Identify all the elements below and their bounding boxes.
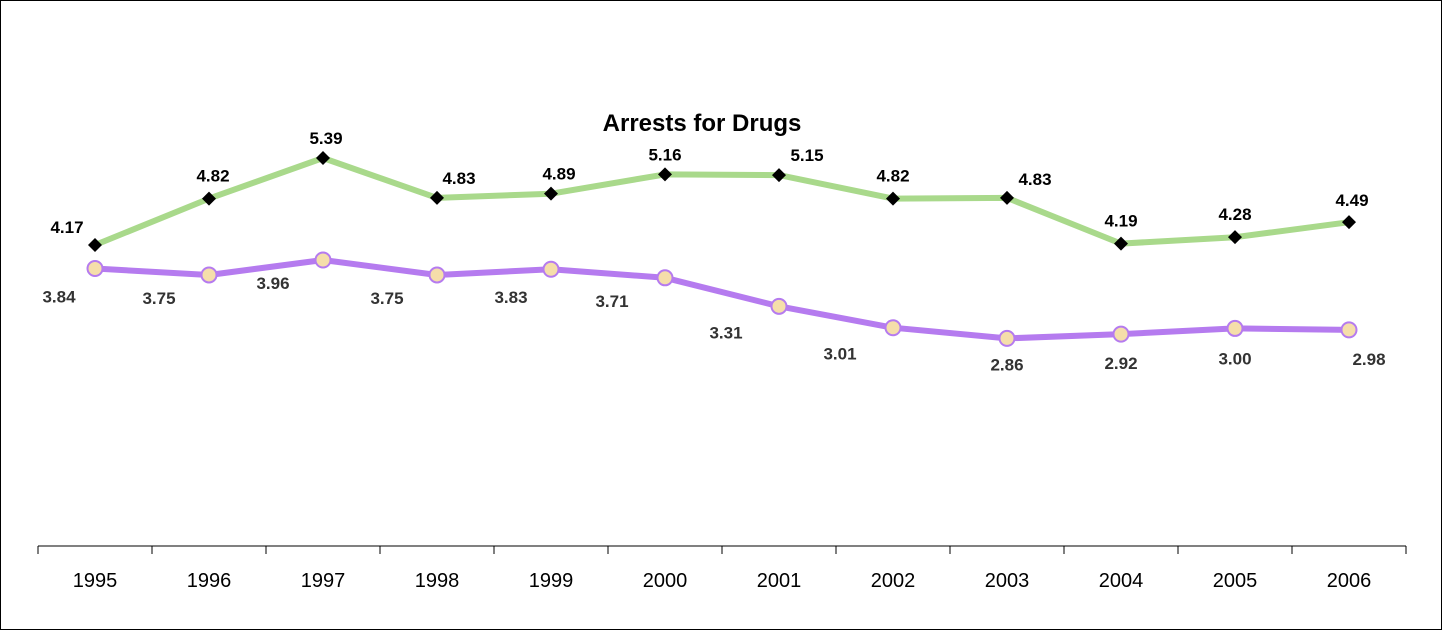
x-tick-label: 1999 bbox=[529, 570, 574, 592]
data-label: 4.49 bbox=[1335, 191, 1368, 210]
x-tick-label: 2000 bbox=[643, 570, 688, 592]
diamond-marker bbox=[772, 168, 786, 183]
diamond-marker bbox=[88, 238, 102, 252]
circle-marker bbox=[428, 266, 446, 284]
x-tick-label: 1996 bbox=[187, 570, 232, 592]
x-tick-label: 2006 bbox=[1327, 570, 1372, 592]
circle-marker bbox=[1340, 321, 1358, 339]
data-label: 4.19 bbox=[1104, 212, 1137, 231]
x-axis: 1995 1996 1997 1998 1999 2000 2001 2002 2003 2004… bbox=[37, 545, 1407, 592]
data-label: 5.15 bbox=[790, 146, 823, 165]
data-label: 3.75 bbox=[142, 289, 175, 308]
data-label: 2.98 bbox=[1352, 350, 1385, 369]
circle-marker bbox=[656, 269, 674, 287]
x-tick-label: 1995 bbox=[73, 570, 118, 592]
data-label: 3.83 bbox=[494, 288, 527, 307]
diamond-marker bbox=[316, 151, 330, 165]
series-line bbox=[92, 257, 1352, 342]
x-tick-label: 2005 bbox=[1213, 570, 1258, 592]
x-tick-label: 2001 bbox=[757, 570, 802, 592]
x-tick-label: 2002 bbox=[871, 570, 916, 592]
circle-marker bbox=[1112, 325, 1130, 343]
x-tick-label: 1997 bbox=[301, 570, 346, 592]
data-label: 3.71 bbox=[595, 292, 628, 311]
circle-marker bbox=[884, 319, 902, 337]
data-label: 3.84 bbox=[42, 288, 76, 307]
data-label: 5.39 bbox=[309, 129, 342, 148]
data-label: 4.82 bbox=[876, 167, 909, 186]
circle-marker bbox=[86, 260, 104, 278]
circle-marker bbox=[200, 266, 218, 284]
data-label: 4.28 bbox=[1218, 205, 1251, 224]
diamond-marker bbox=[544, 186, 558, 201]
data-label: 4.83 bbox=[442, 169, 475, 188]
diamond-marker bbox=[658, 167, 672, 182]
data-label: 3.75 bbox=[370, 289, 403, 308]
diamond-marker bbox=[1000, 190, 1014, 205]
data-label: 5.16 bbox=[648, 145, 681, 164]
diamond-marker bbox=[1342, 215, 1356, 230]
data-label: 3.01 bbox=[823, 345, 856, 364]
series-markers bbox=[86, 151, 1358, 347]
series-lines bbox=[92, 155, 1352, 342]
diamond-marker bbox=[886, 191, 900, 206]
x-tick-label: 1998 bbox=[415, 570, 460, 592]
diamond-marker bbox=[1114, 236, 1128, 251]
diamond-marker bbox=[202, 191, 216, 206]
data-label: 3.96 bbox=[256, 274, 289, 293]
circle-marker bbox=[314, 251, 332, 269]
data-label: 2.92 bbox=[1104, 354, 1137, 373]
data-label: 3.00 bbox=[1218, 349, 1251, 368]
data-label: 2.86 bbox=[990, 355, 1023, 374]
data-label: 4.89 bbox=[542, 165, 575, 184]
circle-marker bbox=[770, 297, 788, 315]
diamond-marker bbox=[430, 190, 444, 205]
chart-title: Arrests for Drugs bbox=[603, 110, 802, 137]
x-tick-label: 2004 bbox=[1099, 570, 1144, 592]
series-line bbox=[92, 155, 1352, 248]
circle-marker bbox=[998, 329, 1016, 347]
circle-marker bbox=[542, 260, 560, 278]
data-labels: 4.17 4.82 5.39 4.83 4.89 5.16 5.15 4.82 4.83 4.19… bbox=[42, 129, 1385, 374]
data-label: 3.31 bbox=[709, 323, 742, 342]
circle-marker bbox=[1226, 319, 1244, 337]
data-label: 4.17 bbox=[50, 218, 83, 237]
data-label: 4.82 bbox=[196, 167, 229, 186]
data-label: 4.83 bbox=[1018, 170, 1051, 189]
x-tick-label: 2003 bbox=[985, 570, 1030, 592]
diamond-marker bbox=[1228, 230, 1242, 245]
